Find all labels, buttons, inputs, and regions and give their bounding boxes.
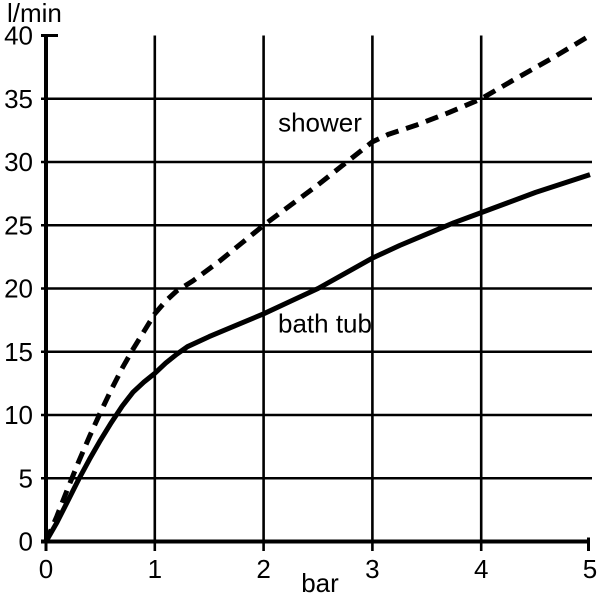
y-axis-title: l/min (7, 0, 62, 28)
y-tick-label: 20 (4, 274, 33, 304)
y-tick-label: 35 (4, 84, 33, 114)
y-tick-label: 15 (4, 337, 33, 367)
series-label-shower: shower (278, 107, 362, 138)
y-tick-label: 5 (19, 463, 33, 493)
y-tick-label: 0 (19, 527, 33, 557)
x-tick-label: 5 (583, 554, 597, 584)
x-tick-label: 4 (474, 554, 488, 584)
x-tick-label: 0 (39, 554, 53, 584)
y-tick-label: 10 (4, 400, 33, 430)
y-tick-label: 30 (4, 147, 33, 177)
y-tick-label: 25 (4, 210, 33, 240)
series-line-bath-tub (43, 172, 591, 543)
series-label-bath-tub: bath tub (278, 308, 372, 339)
x-axis-title: bar (301, 568, 339, 593)
y-tick-label: 40 (4, 21, 33, 51)
series-line-shower (43, 33, 592, 543)
x-tick-label: 3 (365, 554, 379, 584)
x-tick-label: 1 (148, 554, 162, 584)
x-tick-label: 2 (256, 554, 270, 584)
